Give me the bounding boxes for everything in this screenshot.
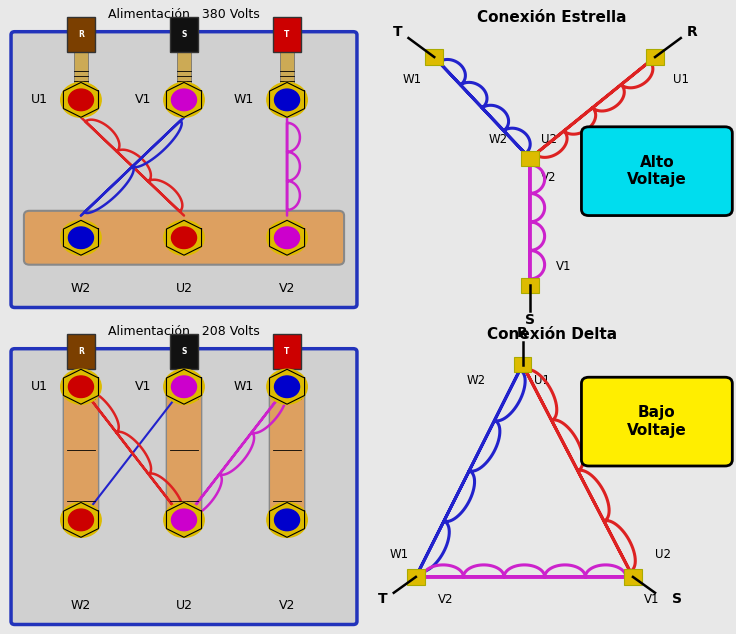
FancyBboxPatch shape	[273, 17, 301, 53]
Circle shape	[60, 82, 101, 117]
FancyBboxPatch shape	[166, 390, 202, 517]
Circle shape	[68, 89, 93, 111]
FancyBboxPatch shape	[177, 53, 191, 96]
Circle shape	[171, 376, 197, 398]
Text: T: T	[284, 30, 290, 39]
Circle shape	[171, 227, 197, 249]
Text: U2: U2	[655, 548, 671, 561]
Circle shape	[275, 376, 300, 398]
Text: Alimentación   208 Volts: Alimentación 208 Volts	[108, 325, 260, 338]
FancyBboxPatch shape	[624, 569, 642, 585]
Text: S: S	[525, 313, 535, 327]
FancyBboxPatch shape	[170, 17, 198, 53]
Circle shape	[60, 369, 101, 404]
FancyBboxPatch shape	[273, 335, 301, 369]
Text: T: T	[378, 592, 388, 606]
Circle shape	[275, 89, 300, 111]
Text: V1: V1	[135, 380, 151, 393]
FancyBboxPatch shape	[63, 390, 99, 517]
Text: U1: U1	[31, 93, 48, 107]
Text: Alimentación   380 Volts: Alimentación 380 Volts	[108, 8, 260, 21]
Circle shape	[68, 376, 93, 398]
Circle shape	[163, 82, 205, 117]
Text: S: S	[181, 347, 187, 356]
Circle shape	[266, 369, 308, 404]
Text: W2: W2	[71, 599, 91, 612]
Text: U2: U2	[175, 282, 193, 295]
Circle shape	[266, 502, 308, 538]
Text: T: T	[392, 25, 403, 39]
Circle shape	[171, 89, 197, 111]
FancyBboxPatch shape	[24, 210, 344, 265]
Text: V1: V1	[135, 93, 151, 107]
Text: V2: V2	[279, 282, 295, 295]
FancyBboxPatch shape	[521, 151, 539, 166]
Circle shape	[171, 509, 197, 531]
FancyBboxPatch shape	[170, 335, 198, 369]
Text: R: R	[78, 30, 84, 39]
Circle shape	[60, 502, 101, 538]
Text: U1: U1	[534, 374, 550, 387]
FancyBboxPatch shape	[11, 349, 357, 624]
Text: W2: W2	[489, 133, 508, 146]
FancyBboxPatch shape	[67, 335, 95, 369]
Text: R: R	[517, 326, 528, 340]
Text: V2: V2	[438, 593, 453, 605]
Text: W1: W1	[389, 548, 408, 561]
Text: T: T	[284, 347, 290, 356]
FancyBboxPatch shape	[514, 357, 531, 372]
Circle shape	[266, 82, 308, 117]
FancyBboxPatch shape	[581, 127, 732, 216]
Circle shape	[266, 221, 308, 255]
Text: W1: W1	[403, 73, 422, 86]
Text: S: S	[672, 592, 682, 606]
Text: V2: V2	[279, 599, 295, 612]
FancyBboxPatch shape	[280, 53, 294, 96]
FancyBboxPatch shape	[74, 53, 88, 96]
Circle shape	[275, 509, 300, 531]
Text: Conexión Delta: Conexión Delta	[487, 327, 617, 342]
Text: W1: W1	[233, 93, 254, 107]
Text: V2: V2	[541, 171, 556, 184]
Text: Alto
Voltaje: Alto Voltaje	[627, 155, 687, 188]
Text: Conexión Estrella: Conexión Estrella	[477, 10, 627, 25]
FancyBboxPatch shape	[11, 32, 357, 307]
Text: U2: U2	[541, 133, 557, 146]
Circle shape	[163, 502, 205, 538]
Circle shape	[163, 369, 205, 404]
Text: V1: V1	[556, 260, 571, 273]
FancyBboxPatch shape	[646, 49, 664, 65]
FancyBboxPatch shape	[425, 49, 443, 65]
FancyBboxPatch shape	[521, 278, 539, 293]
Text: Bajo
Voltaje: Bajo Voltaje	[627, 405, 687, 438]
Circle shape	[68, 509, 93, 531]
Text: U1: U1	[673, 73, 689, 86]
Text: U2: U2	[175, 599, 193, 612]
FancyBboxPatch shape	[269, 390, 305, 517]
Circle shape	[275, 227, 300, 249]
Text: W2: W2	[71, 282, 91, 295]
Text: U1: U1	[31, 380, 48, 393]
Circle shape	[163, 221, 205, 255]
Text: S: S	[181, 30, 187, 39]
Text: V1: V1	[644, 593, 659, 605]
FancyBboxPatch shape	[407, 569, 425, 585]
Circle shape	[68, 227, 93, 249]
Circle shape	[60, 221, 101, 255]
FancyBboxPatch shape	[581, 377, 732, 466]
Text: W2: W2	[467, 374, 486, 387]
Text: W1: W1	[233, 380, 254, 393]
Text: R: R	[78, 347, 84, 356]
FancyBboxPatch shape	[67, 17, 95, 53]
Text: R: R	[687, 25, 697, 39]
